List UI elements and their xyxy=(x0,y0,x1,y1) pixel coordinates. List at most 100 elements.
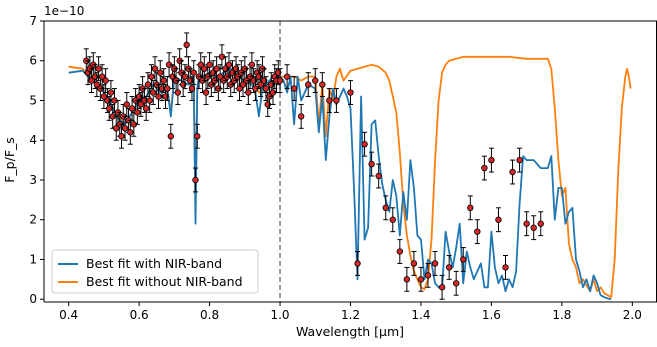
data-marker xyxy=(530,224,537,231)
data-marker xyxy=(95,65,102,72)
data-point xyxy=(130,111,138,137)
data-marker xyxy=(396,248,404,255)
data-point xyxy=(305,72,312,98)
data-point xyxy=(396,239,404,264)
data-point xyxy=(262,76,270,101)
data-marker xyxy=(495,216,502,223)
data-marker xyxy=(181,73,189,80)
data-marker xyxy=(276,77,284,84)
data-point xyxy=(297,103,305,129)
data-marker xyxy=(502,264,509,271)
legend-label: Best fit without NIR-band xyxy=(86,274,243,289)
data-marker xyxy=(257,81,264,88)
data-marker xyxy=(452,280,460,287)
data-marker xyxy=(283,73,291,80)
data-point xyxy=(375,163,382,189)
x-tick-label: 1.4 xyxy=(411,308,430,322)
data-point xyxy=(368,151,375,177)
data-marker xyxy=(403,276,411,283)
data-marker xyxy=(488,156,495,164)
data-point xyxy=(382,195,389,221)
data-point xyxy=(121,115,129,141)
x-tick-label: 1.8 xyxy=(552,308,571,322)
data-marker xyxy=(552,0,558,3)
data-marker xyxy=(148,73,155,80)
data-point xyxy=(488,147,495,173)
data-point xyxy=(438,274,446,300)
y-axis-label: F_p/F_s xyxy=(2,137,17,183)
data-marker xyxy=(201,65,208,72)
data-point xyxy=(452,270,460,296)
data-point xyxy=(167,123,175,149)
data-point xyxy=(88,68,95,94)
data-marker xyxy=(509,168,516,176)
data-point xyxy=(403,266,411,292)
y-tick-label: 3 xyxy=(29,173,37,187)
data-marker xyxy=(424,272,432,279)
y-tick-label: 7 xyxy=(29,14,37,28)
data-marker xyxy=(164,85,171,92)
x-tick-label: 2.0 xyxy=(623,308,642,322)
data-point xyxy=(197,52,204,78)
data-point xyxy=(460,247,467,272)
data-marker xyxy=(523,220,530,227)
data-point xyxy=(276,68,284,94)
data-point xyxy=(174,80,182,105)
data-point xyxy=(516,147,523,173)
data-marker xyxy=(146,97,153,104)
data-marker xyxy=(105,105,113,112)
data-point xyxy=(252,76,259,101)
data-point xyxy=(192,167,199,193)
data-marker xyxy=(142,105,150,112)
data-point xyxy=(194,123,201,149)
data-point xyxy=(559,0,565,3)
data-point xyxy=(107,80,115,105)
data-point xyxy=(537,211,544,237)
y-axis-exponent-label: 1e−10 xyxy=(44,4,84,18)
data-point xyxy=(225,52,233,78)
x-tick-label: 1.2 xyxy=(341,308,360,322)
data-point xyxy=(502,254,509,280)
data-marker xyxy=(537,220,544,227)
y-tick-label: 4 xyxy=(29,133,37,147)
data-marker xyxy=(290,85,298,92)
y-tick-label: 0 xyxy=(29,292,37,306)
data-point xyxy=(431,251,439,276)
data-marker xyxy=(305,81,312,88)
data-marker xyxy=(333,97,340,104)
y-tick-label: 5 xyxy=(29,93,37,107)
data-point xyxy=(290,76,298,101)
data-point xyxy=(248,52,256,78)
data-marker xyxy=(566,0,572,3)
legend-box xyxy=(51,249,259,294)
data-marker xyxy=(155,93,162,100)
data-point xyxy=(283,64,291,90)
data-marker xyxy=(245,89,252,96)
data-marker xyxy=(167,133,175,140)
data-point xyxy=(530,215,537,241)
data-marker xyxy=(202,89,210,96)
data-point xyxy=(333,88,340,113)
data-point xyxy=(102,68,109,94)
data-marker xyxy=(382,204,389,212)
data-point xyxy=(134,99,141,125)
data-marker xyxy=(118,133,125,140)
data-marker xyxy=(190,69,197,76)
data-point xyxy=(148,64,155,90)
data-marker xyxy=(559,0,565,3)
data-point xyxy=(523,211,530,237)
data-marker xyxy=(474,228,481,235)
data-point xyxy=(354,251,361,276)
data-marker xyxy=(192,176,199,184)
x-tick-label: 1.0 xyxy=(270,308,289,322)
data-marker xyxy=(438,284,446,291)
data-marker xyxy=(410,260,418,267)
data-point xyxy=(389,207,396,233)
data-marker xyxy=(417,276,425,283)
data-point xyxy=(111,88,118,113)
x-tick-label: 0.8 xyxy=(200,308,219,322)
x-axis-label: Wavelength [μm] xyxy=(296,324,404,339)
data-point xyxy=(257,72,264,98)
data-marker xyxy=(98,73,106,80)
data-point xyxy=(202,80,210,105)
